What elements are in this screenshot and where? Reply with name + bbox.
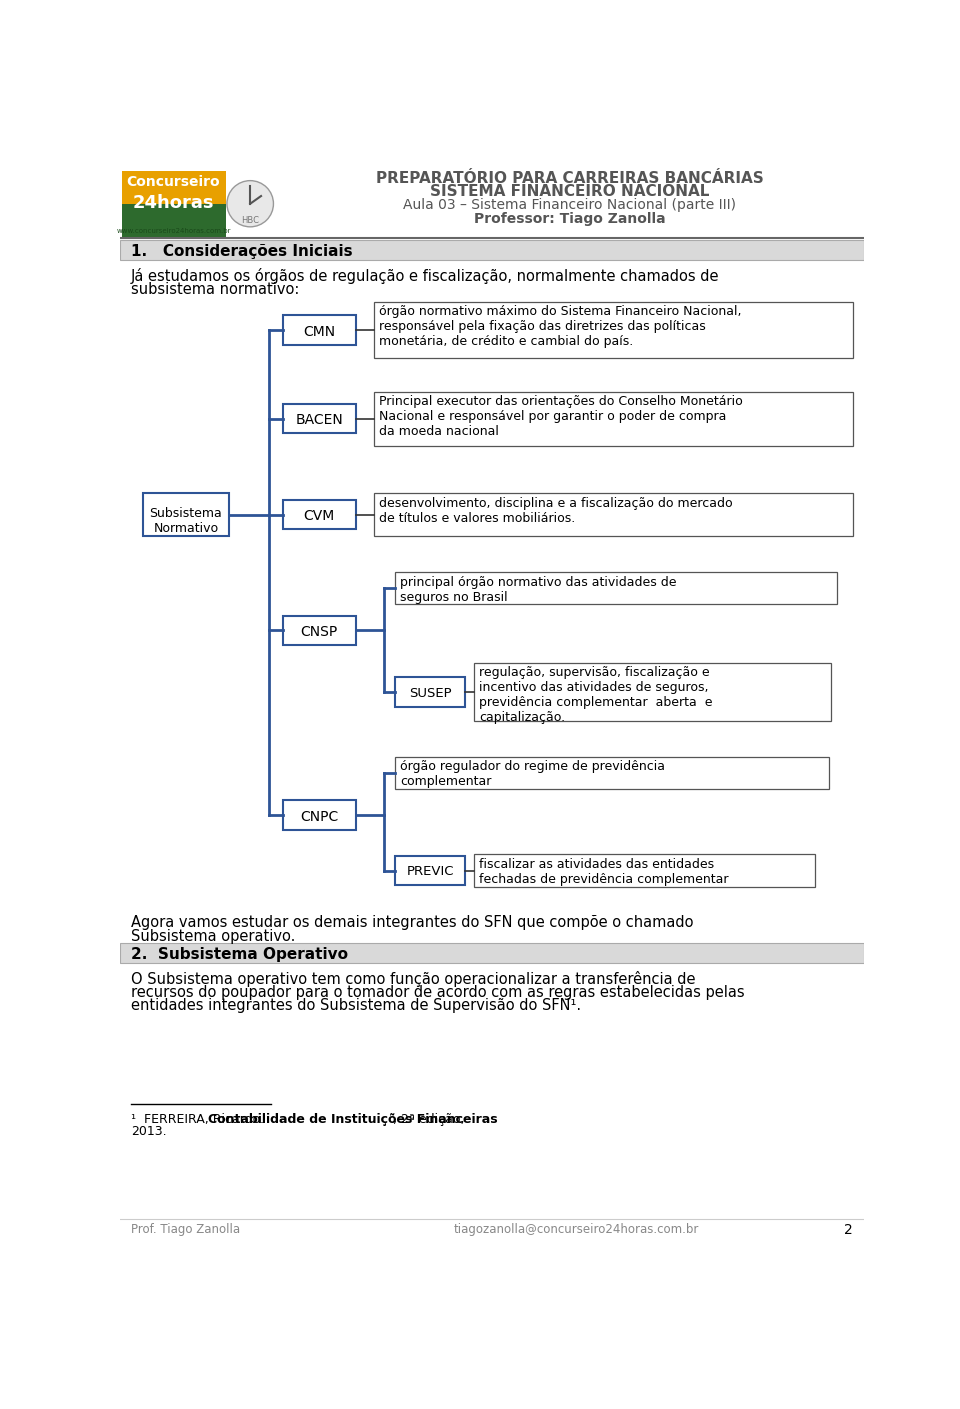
- Text: Concurseiro: Concurseiro: [127, 175, 220, 189]
- FancyBboxPatch shape: [122, 170, 227, 237]
- Text: BACEN: BACEN: [296, 413, 343, 427]
- Text: Prof. Tiago Zanolla: Prof. Tiago Zanolla: [131, 1223, 240, 1236]
- Text: Já estudamos os órgãos de regulação e fiscalização, normalmente chamados de: Já estudamos os órgãos de regulação e fi…: [131, 268, 719, 283]
- Text: SISTEMA FINANCEIRO NACIONAL: SISTEMA FINANCEIRO NACIONAL: [430, 185, 709, 200]
- Text: 24horas: 24horas: [132, 193, 214, 211]
- FancyBboxPatch shape: [122, 204, 227, 237]
- Circle shape: [227, 180, 274, 227]
- Text: ¹  FERREIRA, Ricardo.: ¹ FERREIRA, Ricardo.: [131, 1113, 268, 1126]
- FancyBboxPatch shape: [143, 493, 228, 535]
- Text: 2013.: 2013.: [131, 1126, 166, 1138]
- FancyBboxPatch shape: [283, 616, 356, 645]
- FancyBboxPatch shape: [396, 678, 465, 706]
- Text: entidades integrantes do Subsistema de Supervisão do SFN¹.: entidades integrantes do Subsistema de S…: [131, 999, 581, 1013]
- Text: O Subsistema operativo tem como função operacionalizar a transferência de: O Subsistema operativo tem como função o…: [131, 971, 695, 986]
- Text: www.concurseiro24horas.com.br: www.concurseiro24horas.com.br: [116, 228, 230, 234]
- Text: CNPC: CNPC: [300, 810, 338, 824]
- Text: , 2ª edição,: , 2ª edição,: [393, 1113, 465, 1126]
- Text: PREPARATÓRIO PARA CARREIRAS BANCÁRIAS: PREPARATÓRIO PARA CARREIRAS BANCÁRIAS: [375, 172, 763, 186]
- Text: principal órgão normativo das atividades de
seguros no Brasil: principal órgão normativo das atividades…: [399, 576, 676, 603]
- Text: Subsistema operativo.: Subsistema operativo.: [131, 929, 296, 944]
- Text: Professor: Tiago Zanolla: Professor: Tiago Zanolla: [473, 213, 665, 227]
- FancyBboxPatch shape: [396, 757, 829, 789]
- Text: tiagozanolla@concurseiro24horas.com.br: tiagozanolla@concurseiro24horas.com.br: [453, 1223, 699, 1236]
- FancyBboxPatch shape: [120, 169, 864, 238]
- Text: desenvolvimento, disciplina e a fiscalização do mercado
de títulos e valores mob: desenvolvimento, disciplina e a fiscaliz…: [379, 497, 732, 526]
- Text: órgão normativo máximo do Sistema Financeiro Nacional,
responsável pela fixação : órgão normativo máximo do Sistema Financ…: [379, 306, 741, 348]
- FancyBboxPatch shape: [283, 800, 356, 830]
- FancyBboxPatch shape: [120, 240, 864, 259]
- Text: Agora vamos estudar os demais integrantes do SFN que compõe o chamado: Agora vamos estudar os demais integrante…: [131, 916, 693, 930]
- Text: órgão regulador do regime de previdência
complementar: órgão regulador do regime de previdência…: [399, 761, 664, 789]
- FancyBboxPatch shape: [396, 855, 465, 885]
- FancyBboxPatch shape: [283, 404, 356, 433]
- Text: regulação, supervisão, fiscalização e
incentivo das atividades de seguros,
previ: regulação, supervisão, fiscalização e in…: [479, 666, 712, 724]
- Text: 2: 2: [845, 1223, 853, 1237]
- FancyBboxPatch shape: [474, 854, 815, 886]
- Text: fiscalizar as atividades das entidades
fechadas de previdência complementar: fiscalizar as atividades das entidades f…: [479, 858, 729, 886]
- FancyBboxPatch shape: [120, 943, 864, 962]
- Text: CNSP: CNSP: [300, 626, 338, 638]
- Text: Principal executor das orientações do Conselho Monetário
Nacional e responsável : Principal executor das orientações do Co…: [379, 396, 743, 438]
- Text: PREVIC: PREVIC: [406, 865, 454, 878]
- Text: SUSEP: SUSEP: [409, 686, 451, 699]
- FancyBboxPatch shape: [474, 662, 830, 721]
- FancyBboxPatch shape: [374, 493, 853, 537]
- FancyBboxPatch shape: [396, 572, 837, 604]
- FancyBboxPatch shape: [374, 302, 853, 358]
- FancyBboxPatch shape: [283, 316, 356, 345]
- Text: HBC: HBC: [241, 216, 259, 224]
- Text: 1.   Considerações Iniciais: 1. Considerações Iniciais: [131, 244, 352, 259]
- Text: CVM: CVM: [303, 510, 335, 523]
- FancyBboxPatch shape: [374, 392, 853, 445]
- Text: recursos do poupador para o tomador de acordo com as regras estabelecidas pelas: recursos do poupador para o tomador de a…: [131, 985, 744, 999]
- Text: Subsistema
Normativo: Subsistema Normativo: [150, 507, 223, 535]
- Text: subsistema normativo:: subsistema normativo:: [131, 282, 300, 297]
- FancyBboxPatch shape: [283, 500, 356, 530]
- Text: Aula 03 – Sistema Financeiro Nacional (parte III): Aula 03 – Sistema Financeiro Nacional (p…: [403, 199, 736, 213]
- Text: Contabilidade de Instituições Financeiras: Contabilidade de Instituições Financeira…: [208, 1113, 498, 1126]
- Text: CMN: CMN: [303, 324, 335, 338]
- Text: 2.  Subsistema Operativo: 2. Subsistema Operativo: [131, 947, 348, 962]
